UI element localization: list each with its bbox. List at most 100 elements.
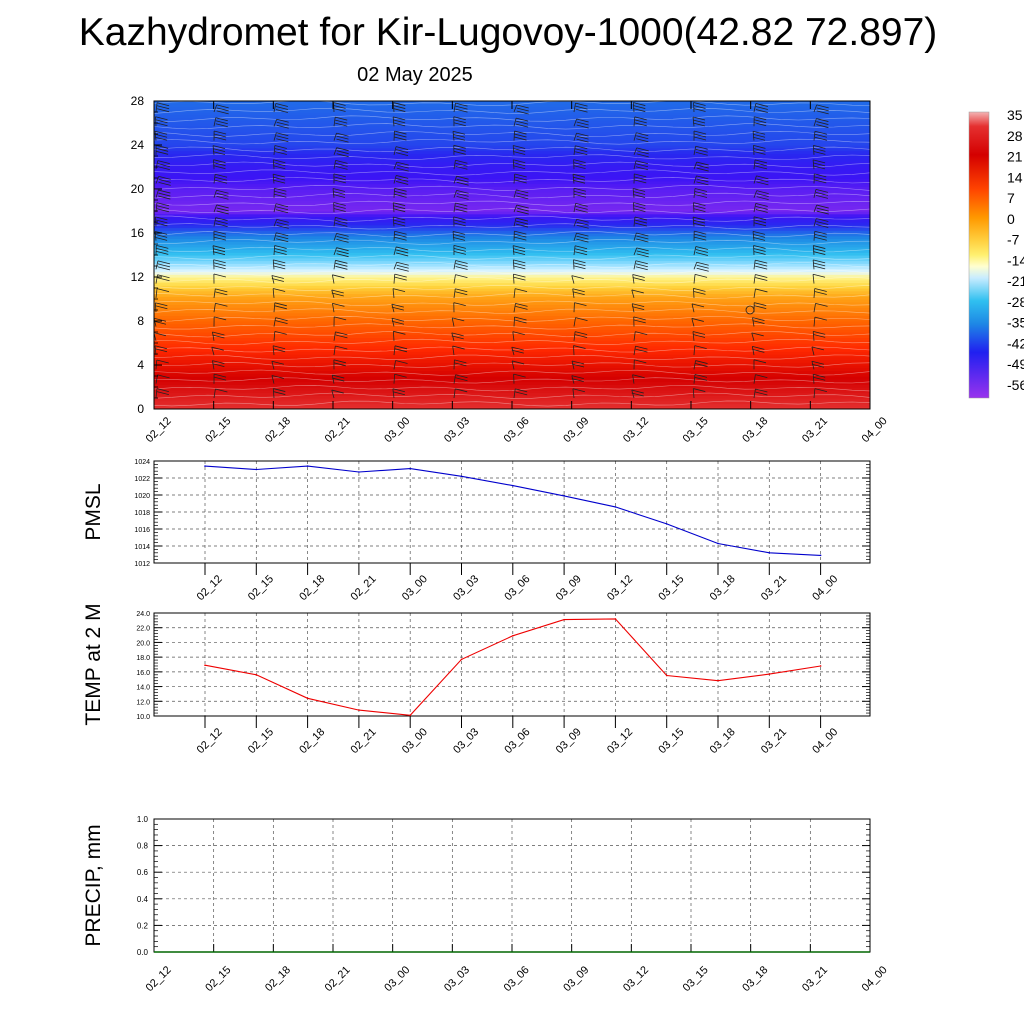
- wind-barb: [874, 246, 887, 255]
- x-tick-label: 02_18: [263, 964, 293, 994]
- wind-barb: [451, 332, 464, 341]
- wind-barb: [691, 318, 704, 327]
- y-tick-label: 14.0: [136, 685, 150, 692]
- isotherm-line: [154, 323, 870, 330]
- wind-barb: [753, 374, 768, 384]
- wind-barb: [874, 317, 887, 326]
- x-tick-label: 02_21: [349, 726, 379, 756]
- wind-barb: [573, 331, 588, 341]
- wind-barb: [874, 119, 888, 128]
- panel-frame: [153, 612, 871, 717]
- heat-band: [154, 340, 870, 344]
- wind-barb: [393, 273, 407, 284]
- wind-barb: [633, 359, 647, 370]
- heat-band: [154, 117, 870, 121]
- wind-barb: [211, 346, 224, 356]
- wind-barb: [693, 145, 708, 156]
- wind-barb: [513, 230, 527, 241]
- wind-barb: [633, 232, 649, 243]
- wind-barb: [513, 130, 527, 141]
- wind-barb: [633, 132, 649, 143]
- wind-barb: [213, 189, 229, 200]
- colorbar-labels: 35 28 21 14 7 0 -7 -14 -21 -28 -35 -42 -49 -56: [1007, 107, 1024, 393]
- y-axis-label: TEMP at 2 M: [82, 603, 105, 725]
- wind-barb: [271, 275, 284, 284]
- wind-barb: [693, 230, 707, 241]
- x-tick-label: 02_18: [297, 573, 327, 603]
- wind-barb: [813, 316, 827, 327]
- wind-barb: [513, 316, 527, 327]
- wind-barb: [453, 388, 468, 399]
- heat-band: [154, 213, 870, 218]
- wind-barb: [812, 159, 826, 170]
- heat-band: [154, 282, 870, 286]
- wind-barb: [693, 102, 706, 113]
- wind-barb: [333, 259, 348, 270]
- heat-band: [154, 263, 870, 267]
- wind-barb: [333, 159, 348, 170]
- wind-barb: [813, 189, 829, 199]
- x-tick-label: 03_09: [554, 573, 584, 603]
- heat-band: [154, 323, 870, 328]
- wind-barb: [571, 360, 585, 370]
- wind-barb: [273, 317, 288, 327]
- x-tick-label: 02_12: [144, 964, 174, 994]
- heat-band: [154, 109, 870, 113]
- heat-band: [154, 370, 870, 374]
- data-point: [717, 542, 719, 545]
- heat-band: [154, 356, 870, 361]
- heat-band: [154, 194, 870, 198]
- wind-barb: [753, 259, 768, 270]
- wind-barb: [513, 117, 529, 128]
- heat-band: [154, 208, 870, 212]
- wind-barb: [874, 332, 887, 341]
- wind-barb: [753, 203, 768, 213]
- wind-barb: [753, 103, 768, 113]
- heat-band: [154, 136, 870, 141]
- wind-barb: [753, 245, 766, 256]
- x-tick-label: 02_15: [203, 415, 233, 445]
- isotherm-line: [154, 169, 870, 176]
- y-tick-label: 12.0: [136, 699, 150, 706]
- x-tick-label: 03_18: [740, 964, 770, 994]
- heat-band: [154, 241, 870, 245]
- wind-barb: [154, 130, 168, 141]
- isotherm-line: [154, 254, 870, 260]
- wind-barb: [573, 102, 588, 113]
- wind-barb: [333, 247, 349, 258]
- wind-barb: [273, 218, 289, 229]
- wind-barb: [633, 316, 646, 327]
- wind-barb: [874, 303, 886, 313]
- wind-barb: [693, 261, 709, 272]
- wind-barb: [393, 161, 409, 172]
- heat-band: [154, 301, 870, 306]
- data-point: [819, 554, 822, 557]
- heat-band: [154, 191, 870, 196]
- wind-barb: [753, 388, 768, 399]
- panel-frame: [153, 460, 871, 564]
- wind-barb: [513, 302, 528, 313]
- heat-band: [154, 131, 870, 135]
- heat-band: [154, 112, 870, 116]
- heat-band: [154, 307, 870, 311]
- data-point: [665, 674, 668, 677]
- x-tick-label: 03_18: [708, 573, 738, 603]
- colorbar-label: -35: [1007, 315, 1024, 331]
- wind-barb: [692, 388, 706, 399]
- wind-barb: [691, 303, 705, 313]
- calm-wind-marker: [745, 305, 755, 315]
- x-tick-label: 03_21: [759, 726, 789, 756]
- wind-barb: [333, 202, 346, 213]
- wind-barb: [453, 102, 468, 113]
- wind-barb: [513, 189, 529, 200]
- wind-barb: [393, 373, 407, 384]
- wind-barb: [693, 360, 708, 370]
- data-point: [819, 665, 822, 667]
- heat-band: [154, 142, 870, 146]
- x-tick-label: 02_21: [323, 964, 353, 994]
- wind-barb: [811, 360, 825, 370]
- data-point: [409, 714, 412, 717]
- data-point: [358, 471, 360, 473]
- wind-barb: [393, 130, 407, 141]
- wind-barb: [753, 116, 767, 127]
